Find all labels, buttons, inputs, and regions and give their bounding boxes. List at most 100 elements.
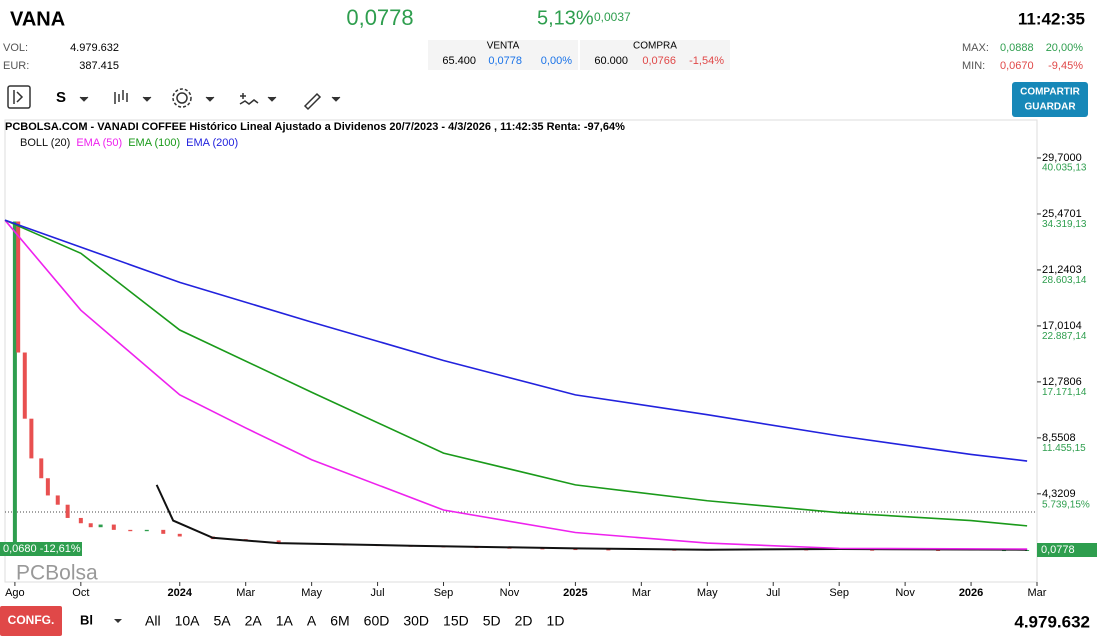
venta-price: 0,0778	[488, 55, 522, 67]
venta-label: VENTA	[487, 41, 520, 52]
y-tick-label: 29,7000	[1042, 152, 1082, 164]
change: 0,0037	[594, 10, 631, 24]
time: 11:42:35	[1018, 9, 1085, 28]
venta-pct: 0,00%	[541, 55, 572, 67]
candle	[16, 221, 21, 353]
candle	[540, 548, 545, 550]
candle	[78, 517, 83, 524]
mode-caret[interactable]	[114, 619, 122, 623]
series-line	[4, 219, 1028, 550]
max: 0,0888	[1000, 42, 1034, 54]
legend-entry: EMA (100)	[128, 137, 180, 149]
change-pct: 5,13%	[537, 7, 594, 29]
range-button[interactable]: 1D	[547, 613, 565, 629]
venta-qty: 65.400	[442, 55, 476, 67]
range-button[interactable]: 60D	[364, 613, 390, 629]
y2-tick-label: 17.171,14	[1042, 387, 1087, 398]
range-button[interactable]: 15D	[443, 613, 469, 629]
low-label-box	[0, 542, 82, 556]
range-button[interactable]: 30D	[403, 613, 429, 629]
compra-box	[580, 40, 730, 70]
x-tick-label: 2025	[563, 587, 587, 599]
eur: 387.415	[79, 60, 119, 72]
max-pct: 20,00%	[1046, 42, 1084, 54]
x-tick-label: Ago	[5, 587, 25, 599]
candle	[606, 549, 611, 551]
vol: 4.979.632	[70, 42, 119, 54]
share-text[interactable]: COMPARTIR	[1020, 87, 1081, 98]
x-tick-label: Nov	[500, 587, 520, 599]
legend-entry: EMA (50)	[76, 137, 122, 149]
eur-label: EUR:	[3, 60, 29, 72]
x-tick-label: Mar	[236, 587, 255, 599]
mode[interactable]: Bl	[80, 612, 93, 627]
range-button[interactable]: 5D	[483, 613, 501, 629]
watermark: PCBolsa	[16, 562, 98, 585]
candle	[55, 495, 60, 505]
legend-entry: EMA (200)	[186, 137, 238, 149]
chart-title: PCBOLSA.COM - VANADI COFFEE Histórico Li…	[5, 121, 625, 133]
range-button[interactable]: 2D	[515, 613, 533, 629]
venta-box	[428, 40, 578, 70]
candle	[29, 418, 34, 459]
save-text[interactable]: GUARDAR	[1024, 102, 1076, 113]
price: 0,0778	[346, 5, 413, 30]
candle	[22, 352, 27, 419]
y-tick-label: 25,4701	[1042, 208, 1082, 220]
x-tick-label: Oct	[72, 587, 89, 599]
range-button[interactable]: 1A	[276, 613, 294, 629]
candle	[12, 221, 17, 552]
min-label: MIN:	[962, 60, 985, 72]
candle	[870, 549, 875, 551]
min: 0,0670	[1000, 60, 1034, 72]
candle	[65, 504, 70, 518]
plot-frame	[4, 119, 1038, 583]
legend-entry: BOLL (20)	[20, 137, 70, 149]
range-button[interactable]: 6M	[330, 613, 349, 629]
compra-qty: 60.000	[594, 55, 628, 67]
y2-tick-label: 5.739,15%	[1042, 499, 1090, 510]
low-label: 0,0680 -12,61%	[3, 543, 81, 555]
series-line	[4, 219, 1028, 462]
candle	[161, 529, 166, 534]
compra-pct: -1,54%	[689, 55, 724, 67]
candle	[45, 478, 50, 496]
x-tick-label: Jul	[371, 587, 385, 599]
volume-total: 4.979.632	[1014, 612, 1090, 631]
range-button[interactable]: All	[145, 613, 161, 629]
x-tick-label: Nov	[895, 587, 915, 599]
x-tick-label: 2024	[168, 587, 193, 599]
min-pct: -9,45%	[1048, 60, 1083, 72]
candle	[39, 458, 44, 479]
last-label: 0,0778	[1041, 544, 1075, 556]
range-button[interactable]: 2A	[245, 613, 263, 629]
period[interactable]: S	[56, 89, 66, 106]
y-tick-label: 17,0104	[1042, 320, 1082, 332]
y-tick-label: 21,2403	[1042, 264, 1082, 276]
x-tick-label: May	[697, 587, 718, 599]
range-button[interactable]: 10A	[175, 613, 201, 629]
y-tick-label: 4,3209	[1042, 488, 1076, 500]
x-tick-label: Sep	[434, 587, 454, 599]
x-tick-label: Jul	[766, 587, 780, 599]
candle	[177, 533, 182, 537]
range-button[interactable]: 5A	[213, 613, 231, 629]
candle	[1025, 550, 1030, 552]
y-tick-label: 12,7806	[1042, 376, 1082, 388]
range-button[interactable]: A	[307, 613, 317, 629]
candle	[276, 540, 281, 544]
candle	[98, 524, 103, 528]
last-label-box	[1037, 543, 1097, 558]
x-tick-label: 2026	[959, 587, 983, 599]
x-tick-label: Sep	[829, 587, 849, 599]
x-tick-label: May	[301, 587, 322, 599]
toolbar-icons[interactable]	[7, 85, 341, 111]
share-button[interactable]	[1012, 82, 1088, 117]
config-text[interactable]: CONFG.	[8, 613, 55, 627]
config-button[interactable]	[0, 606, 62, 636]
candle	[88, 523, 93, 528]
compra-price: 0,0766	[642, 55, 676, 67]
candle	[111, 524, 116, 530]
y-tick-label: 8,5508	[1042, 432, 1076, 444]
y2-tick-label: 34.319,13	[1042, 219, 1087, 230]
